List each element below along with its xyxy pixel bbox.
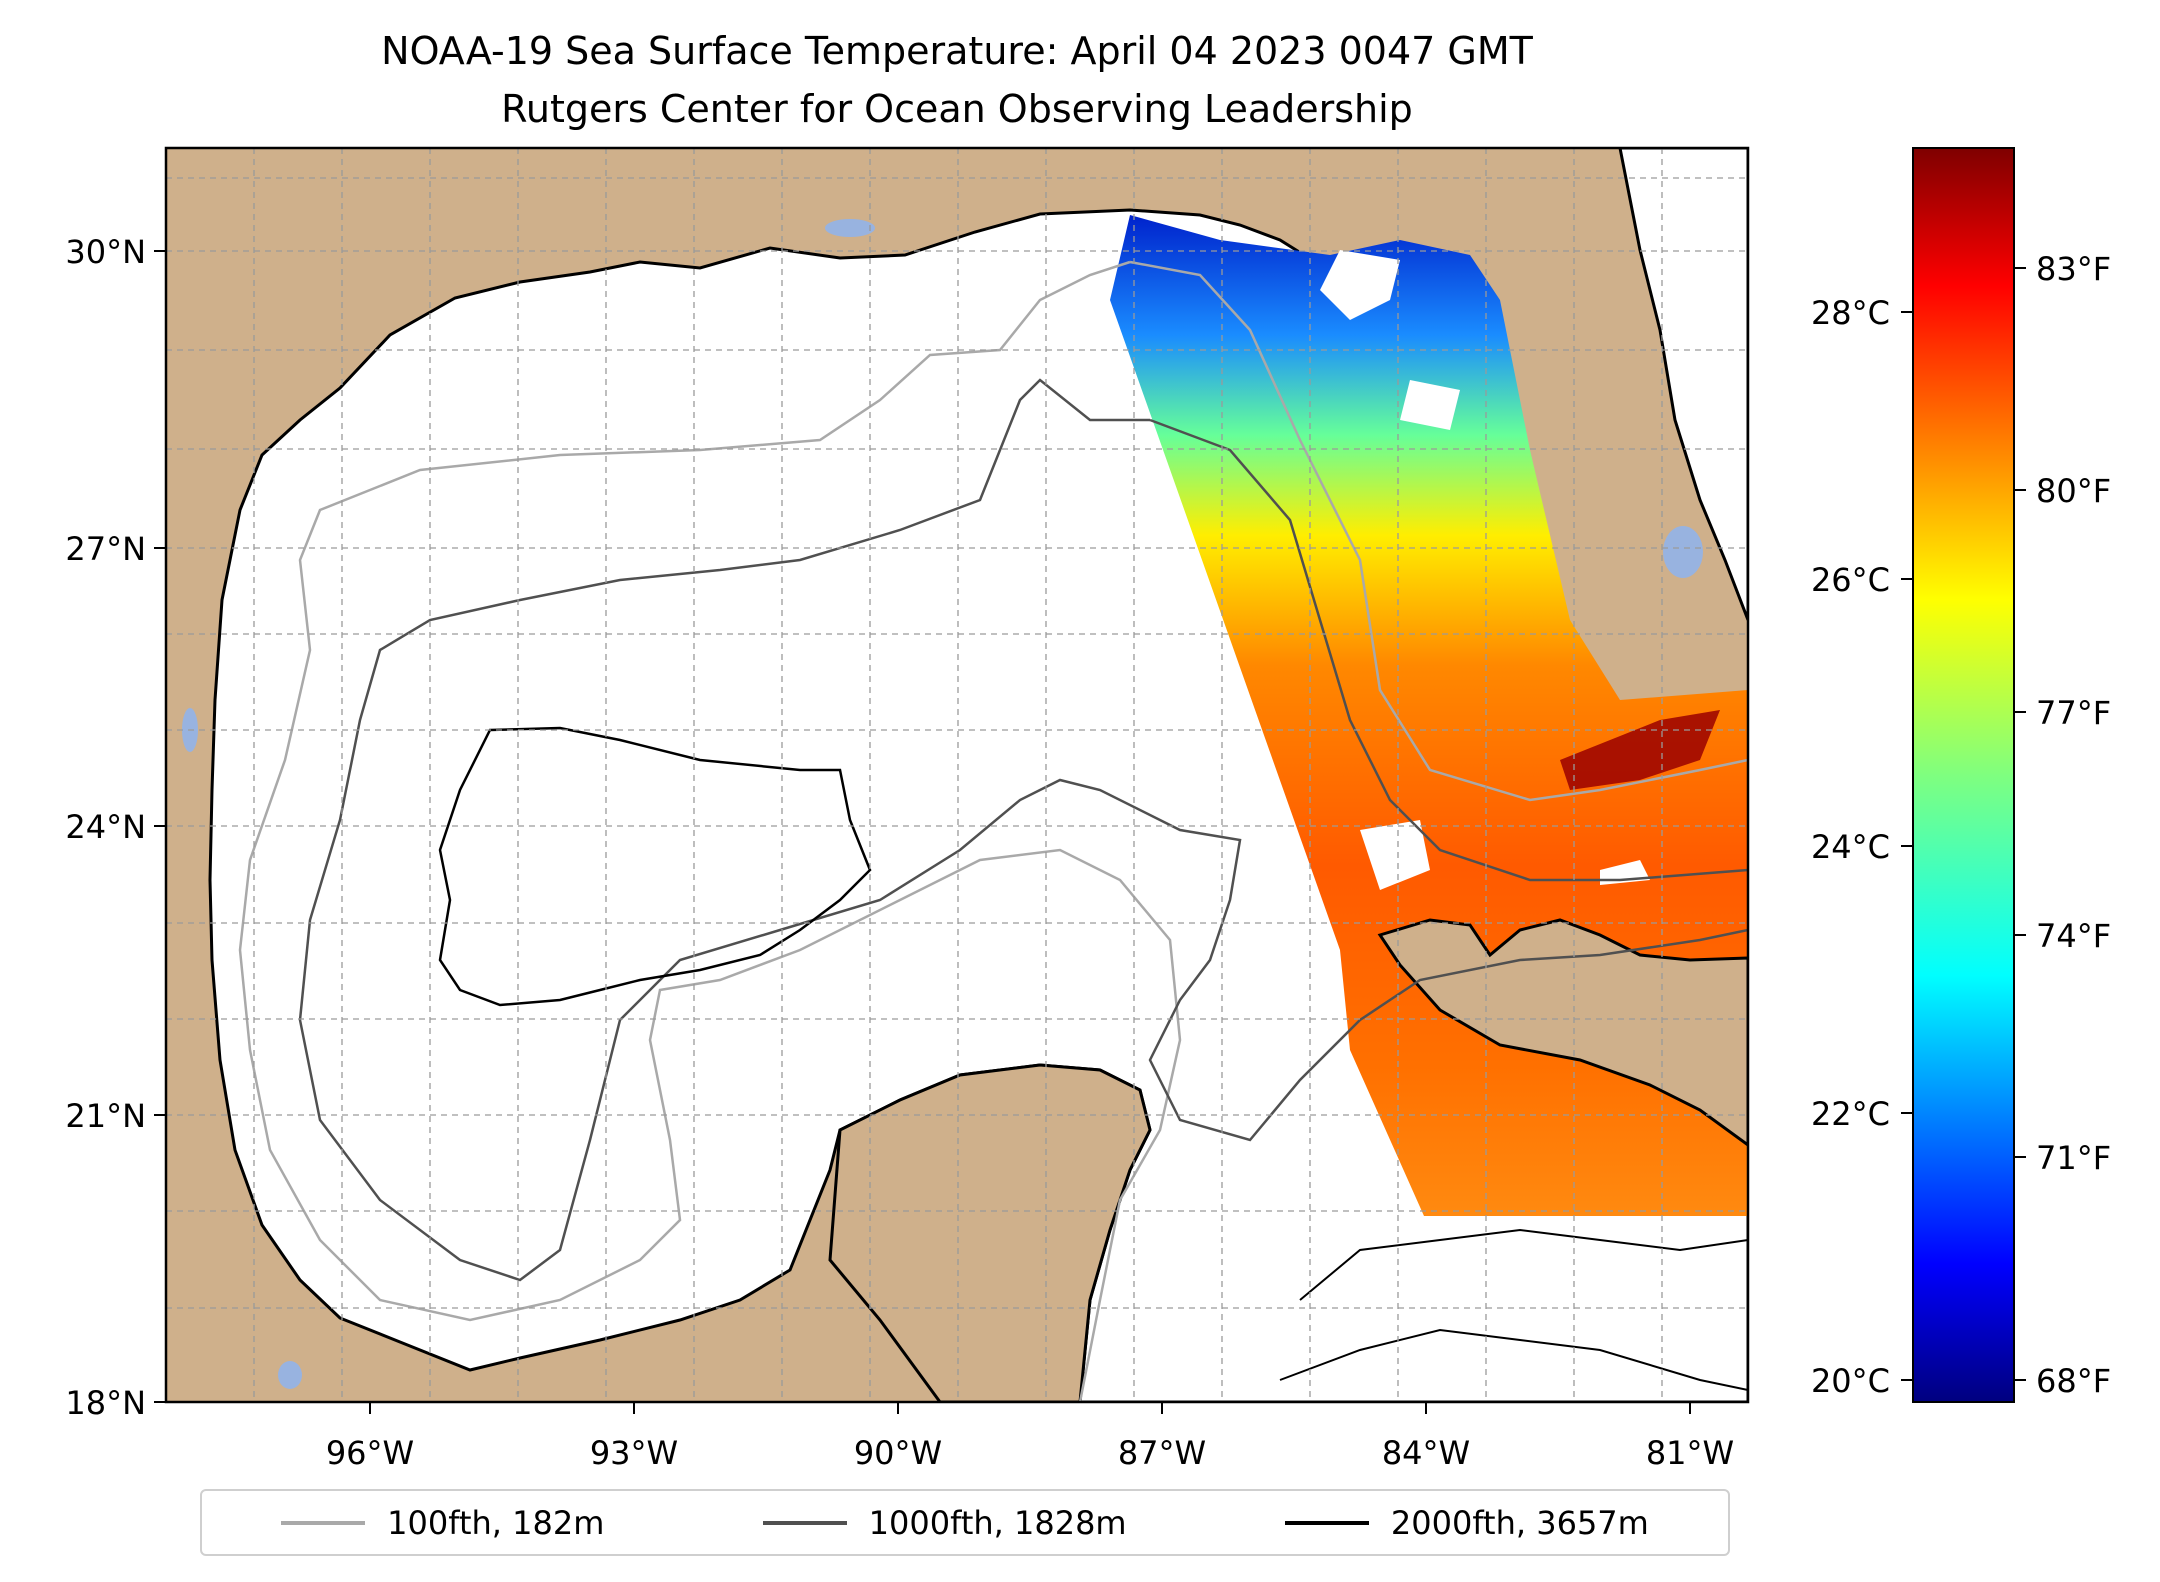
lat-tick-label: 27°N bbox=[65, 530, 146, 568]
lake-okeechobee bbox=[1663, 526, 1703, 578]
celsius-tick-label: 22°C bbox=[1811, 1095, 1890, 1133]
legend-label: 100fth, 182m bbox=[387, 1503, 605, 1542]
atlantic-ocean bbox=[1618, 148, 1748, 621]
fahrenheit-tick-label: 71°F bbox=[2036, 1139, 2111, 1177]
fahrenheit-tick-label: 74°F bbox=[2036, 917, 2111, 955]
lat-tick-label: 24°N bbox=[65, 808, 146, 846]
fahrenheit-tick-label: 80°F bbox=[2036, 472, 2111, 510]
sst-cloud-gaps bbox=[1320, 250, 1650, 890]
map-gridlines bbox=[166, 148, 1748, 1402]
legend-swatch bbox=[281, 1520, 366, 1525]
lon-tick-label: 81°W bbox=[1646, 1434, 1734, 1472]
fahrenheit-tick-label: 77°F bbox=[2036, 694, 2111, 732]
sst-warm-patch bbox=[1560, 710, 1720, 790]
lat-tick-label: 18°N bbox=[65, 1384, 146, 1422]
map-frame bbox=[164, 146, 1750, 1404]
lon-tick-label: 93°W bbox=[590, 1434, 678, 1472]
contour-legend: 100fth, 182m 1000fth, 1828m 2000fth, 365… bbox=[200, 1489, 1730, 1556]
lon-tick-label: 96°W bbox=[326, 1434, 414, 1472]
contour-2000fth-south bbox=[1279, 1228, 1748, 1391]
legend-item-100fth: 100fth, 182m bbox=[281, 1504, 604, 1542]
map-area bbox=[166, 148, 1748, 1402]
celsius-tick-label: 20°C bbox=[1811, 1362, 1890, 1400]
legend-swatch bbox=[762, 1520, 847, 1525]
legend-label: 1000fth, 1828m bbox=[868, 1503, 1127, 1542]
colorbar-gradient bbox=[1912, 147, 2015, 1403]
lon-tick-label: 84°W bbox=[1382, 1434, 1470, 1472]
colorbar: 20°C 22°C 24°C 26°C 28°C 68°F 71°F 74°F … bbox=[1811, 147, 2111, 1403]
cuba bbox=[1377, 918, 1748, 1147]
title-line-1: NOAA-19 Sea Surface Temperature: April 0… bbox=[381, 29, 1533, 73]
legend-item-1000fth: 1000fth, 1828m bbox=[762, 1503, 1127, 1542]
lat-tick-label: 21°N bbox=[65, 1097, 146, 1135]
lat-tick-label: 30°N bbox=[65, 233, 146, 271]
fahrenheit-tick-label: 83°F bbox=[2036, 250, 2111, 288]
yucatan bbox=[828, 1063, 1152, 1402]
fahrenheit-tick-label: 68°F bbox=[2036, 1362, 2111, 1400]
lon-tick-label: 90°W bbox=[854, 1434, 942, 1472]
celsius-tick-label: 28°C bbox=[1811, 294, 1890, 332]
legend-swatch bbox=[1284, 1520, 1369, 1525]
contour-1000fth bbox=[298, 378, 1748, 1282]
celsius-tick-label: 26°C bbox=[1811, 561, 1890, 599]
lat-axis: 18°N 21°N 24°N 27°N 30°N bbox=[65, 233, 166, 1422]
lake-pontchartrain bbox=[825, 219, 875, 237]
lon-axis: 96°W 93°W 90°W 87°W 84°W 81°W bbox=[326, 1402, 1734, 1472]
contour-2000fth bbox=[438, 726, 872, 1007]
lon-tick-label: 87°W bbox=[1118, 1434, 1206, 1472]
contour-1000fth-east bbox=[1149, 418, 1748, 882]
title-line-2: Rutgers Center for Ocean Observing Leade… bbox=[501, 87, 1413, 131]
contour-100fth bbox=[238, 260, 1182, 1402]
legend-label: 2000fth, 3657m bbox=[1390, 1503, 1649, 1542]
legend-item-2000fth: 2000fth, 3657m bbox=[1284, 1503, 1649, 1542]
celsius-tick-label: 24°C bbox=[1811, 828, 1890, 866]
lake-mexico bbox=[278, 1361, 302, 1389]
contour-100fth-florida bbox=[1129, 260, 1748, 802]
